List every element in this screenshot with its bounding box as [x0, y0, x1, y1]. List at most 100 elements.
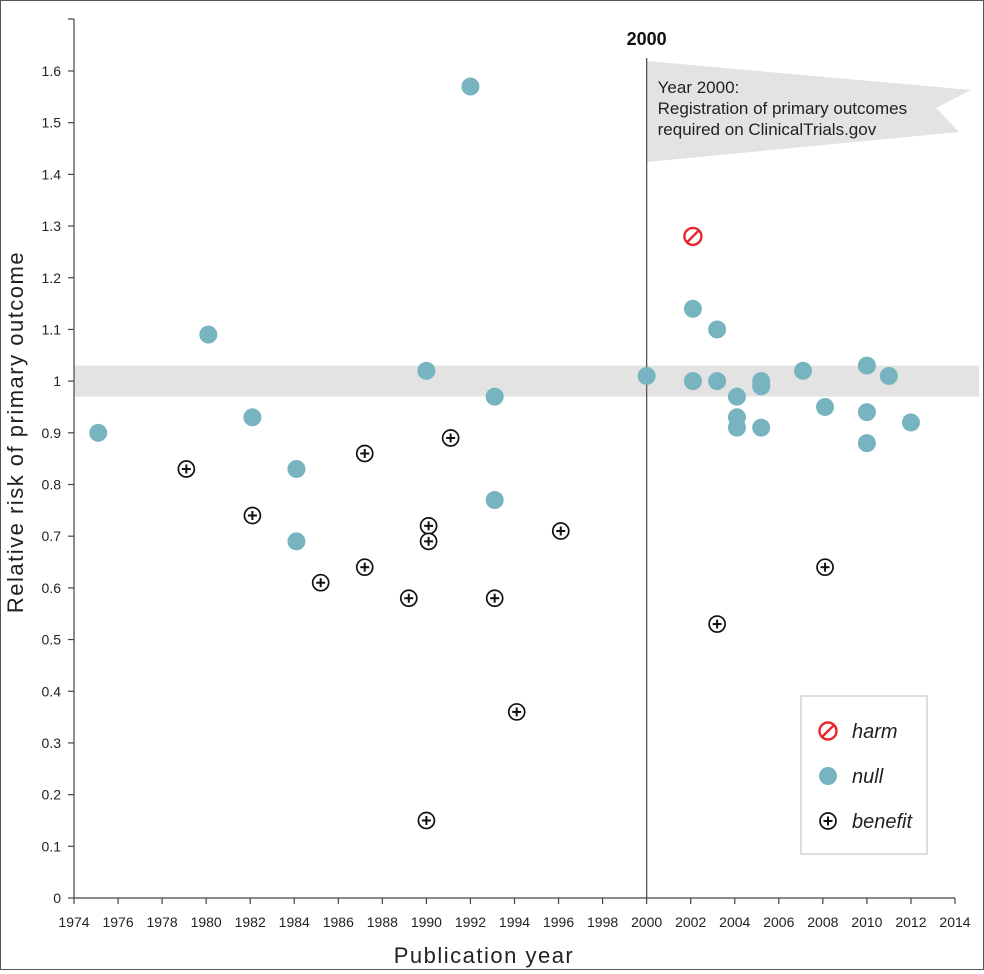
benefit-point	[708, 615, 726, 633]
null-point	[683, 299, 702, 318]
x-tick-label: 2014	[939, 914, 970, 930]
x-tick-label: 2006	[763, 914, 794, 930]
null-point	[199, 325, 218, 344]
null-marker	[857, 403, 876, 422]
benefit-point	[441, 429, 460, 447]
y-tick-label: 1.5	[42, 115, 62, 131]
legend-label-benefit: benefit	[852, 811, 913, 833]
null-marker	[199, 325, 218, 344]
null-marker	[461, 77, 480, 96]
null-marker	[752, 377, 771, 396]
legend-marker-benefit	[819, 812, 837, 830]
null-marker	[708, 372, 727, 391]
null-marker	[287, 532, 306, 551]
x-tick-label: 2000	[631, 914, 662, 930]
null-marker	[243, 408, 262, 427]
null-point	[708, 372, 727, 391]
x-tick-label: 1984	[279, 914, 310, 930]
year-2000-label: 2000	[627, 29, 667, 49]
x-tick-label: 2002	[675, 914, 706, 930]
null-point	[485, 387, 504, 406]
legend-marker-harm	[818, 721, 838, 741]
legend-label-harm: harm	[852, 721, 898, 743]
annotation-line: required on ClinicalTrials.gov	[658, 120, 877, 139]
null-point	[816, 397, 835, 416]
annotation-text: Year 2000: Registration of primary outcom…	[658, 78, 907, 139]
x-tick-label: 2010	[851, 914, 882, 930]
null-point	[485, 491, 504, 510]
benefit-point	[507, 703, 526, 721]
null-marker	[485, 387, 504, 406]
null-marker	[816, 397, 835, 416]
y-tick-label: 1	[53, 373, 61, 389]
null-point	[794, 361, 813, 380]
benefit-point	[311, 573, 330, 592]
null-point	[727, 387, 746, 406]
null-marker	[752, 418, 771, 437]
annotation-layer: Year 2000: Registration of primary outcom…	[646, 61, 971, 162]
x-tick-label: 1992	[455, 914, 486, 930]
legend-marker-null	[819, 767, 837, 785]
null-marker	[727, 418, 746, 437]
null-marker	[727, 387, 746, 406]
points-layer	[89, 77, 920, 830]
benefit-point	[399, 589, 418, 608]
harm-slash	[821, 724, 835, 738]
harm-slash	[686, 230, 700, 243]
legend-box	[800, 695, 928, 855]
null-point	[461, 77, 480, 96]
y-axis-label: Relative risk of primary outcome	[3, 251, 28, 613]
x-tick-label: 1982	[235, 914, 266, 930]
y-tick-label: 1.4	[42, 166, 62, 182]
null-point	[417, 361, 436, 380]
null-point	[752, 377, 771, 396]
null-point	[708, 320, 727, 339]
null-marker	[417, 361, 436, 380]
x-tick-label: 1976	[102, 914, 133, 930]
y-tick-label: 1.6	[42, 63, 62, 79]
null-point	[683, 372, 702, 391]
null-point	[637, 366, 656, 385]
y-tick-label: 0.3	[42, 735, 62, 751]
y-tick-label: 0.1	[42, 838, 62, 854]
null-point	[752, 418, 771, 437]
legend: harm null benefit	[800, 695, 928, 855]
x-tick-label: 1994	[499, 914, 530, 930]
x-tick-label: 1986	[323, 914, 354, 930]
annotation-line: Registration of primary outcomes	[658, 99, 907, 118]
null-marker	[683, 299, 702, 318]
null-point	[857, 403, 876, 422]
null-marker	[819, 767, 837, 785]
benefit-point	[243, 506, 262, 525]
y-tick-label: 0.2	[42, 787, 62, 803]
null-point	[879, 366, 898, 385]
null-point	[901, 413, 920, 432]
x-axis-label: Publication year	[394, 943, 575, 968]
benefit-point	[355, 558, 374, 577]
y-tick-label: 0.8	[42, 477, 62, 493]
null-point	[89, 423, 108, 442]
x-tick-label: 1978	[147, 914, 178, 930]
null-marker	[89, 423, 108, 442]
null-point	[857, 434, 876, 453]
annotation-line: Year 2000:	[658, 78, 740, 97]
null-point	[727, 418, 746, 437]
y-tick-label: 0.9	[42, 425, 62, 441]
harm-point	[683, 226, 703, 247]
benefit-point	[355, 444, 374, 463]
benefit-point	[417, 811, 436, 830]
x-tick-label: 1990	[411, 914, 442, 930]
x-tick-label: 1980	[191, 914, 222, 930]
benefit-point	[816, 558, 834, 577]
null-marker	[708, 320, 727, 339]
y-tick-label: 1.3	[42, 218, 62, 234]
null-band-layer	[74, 365, 979, 397]
null-marker	[901, 413, 920, 432]
axes-layer: 0 0.1 0.2 0.3 0.4 0.5 0.6 0.7 0.8 0.9 1 1.1 1.2 1.3 1.…	[42, 18, 971, 930]
null-marker	[794, 361, 813, 380]
x-tick-label: 1998	[587, 914, 618, 930]
x-tick-label: 2004	[719, 914, 750, 930]
legend-label-null: null	[852, 766, 884, 788]
y-tick-label: 1.2	[42, 270, 62, 286]
benefit-point	[551, 522, 570, 540]
